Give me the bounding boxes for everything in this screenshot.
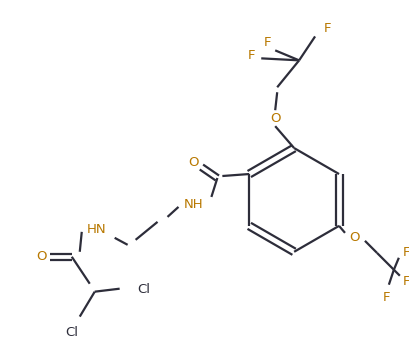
Text: Cl: Cl [137,283,150,296]
Text: F: F [382,291,390,304]
Text: F: F [323,22,330,35]
Text: O: O [269,112,280,125]
Text: F: F [263,36,270,49]
Text: HN: HN [87,223,106,236]
Text: F: F [402,275,409,288]
Text: O: O [188,156,198,169]
Text: O: O [36,250,47,263]
Text: Cl: Cl [65,326,78,339]
Text: F: F [247,49,254,62]
Text: O: O [349,231,360,244]
Text: NH: NH [183,198,203,211]
Text: F: F [402,246,409,259]
